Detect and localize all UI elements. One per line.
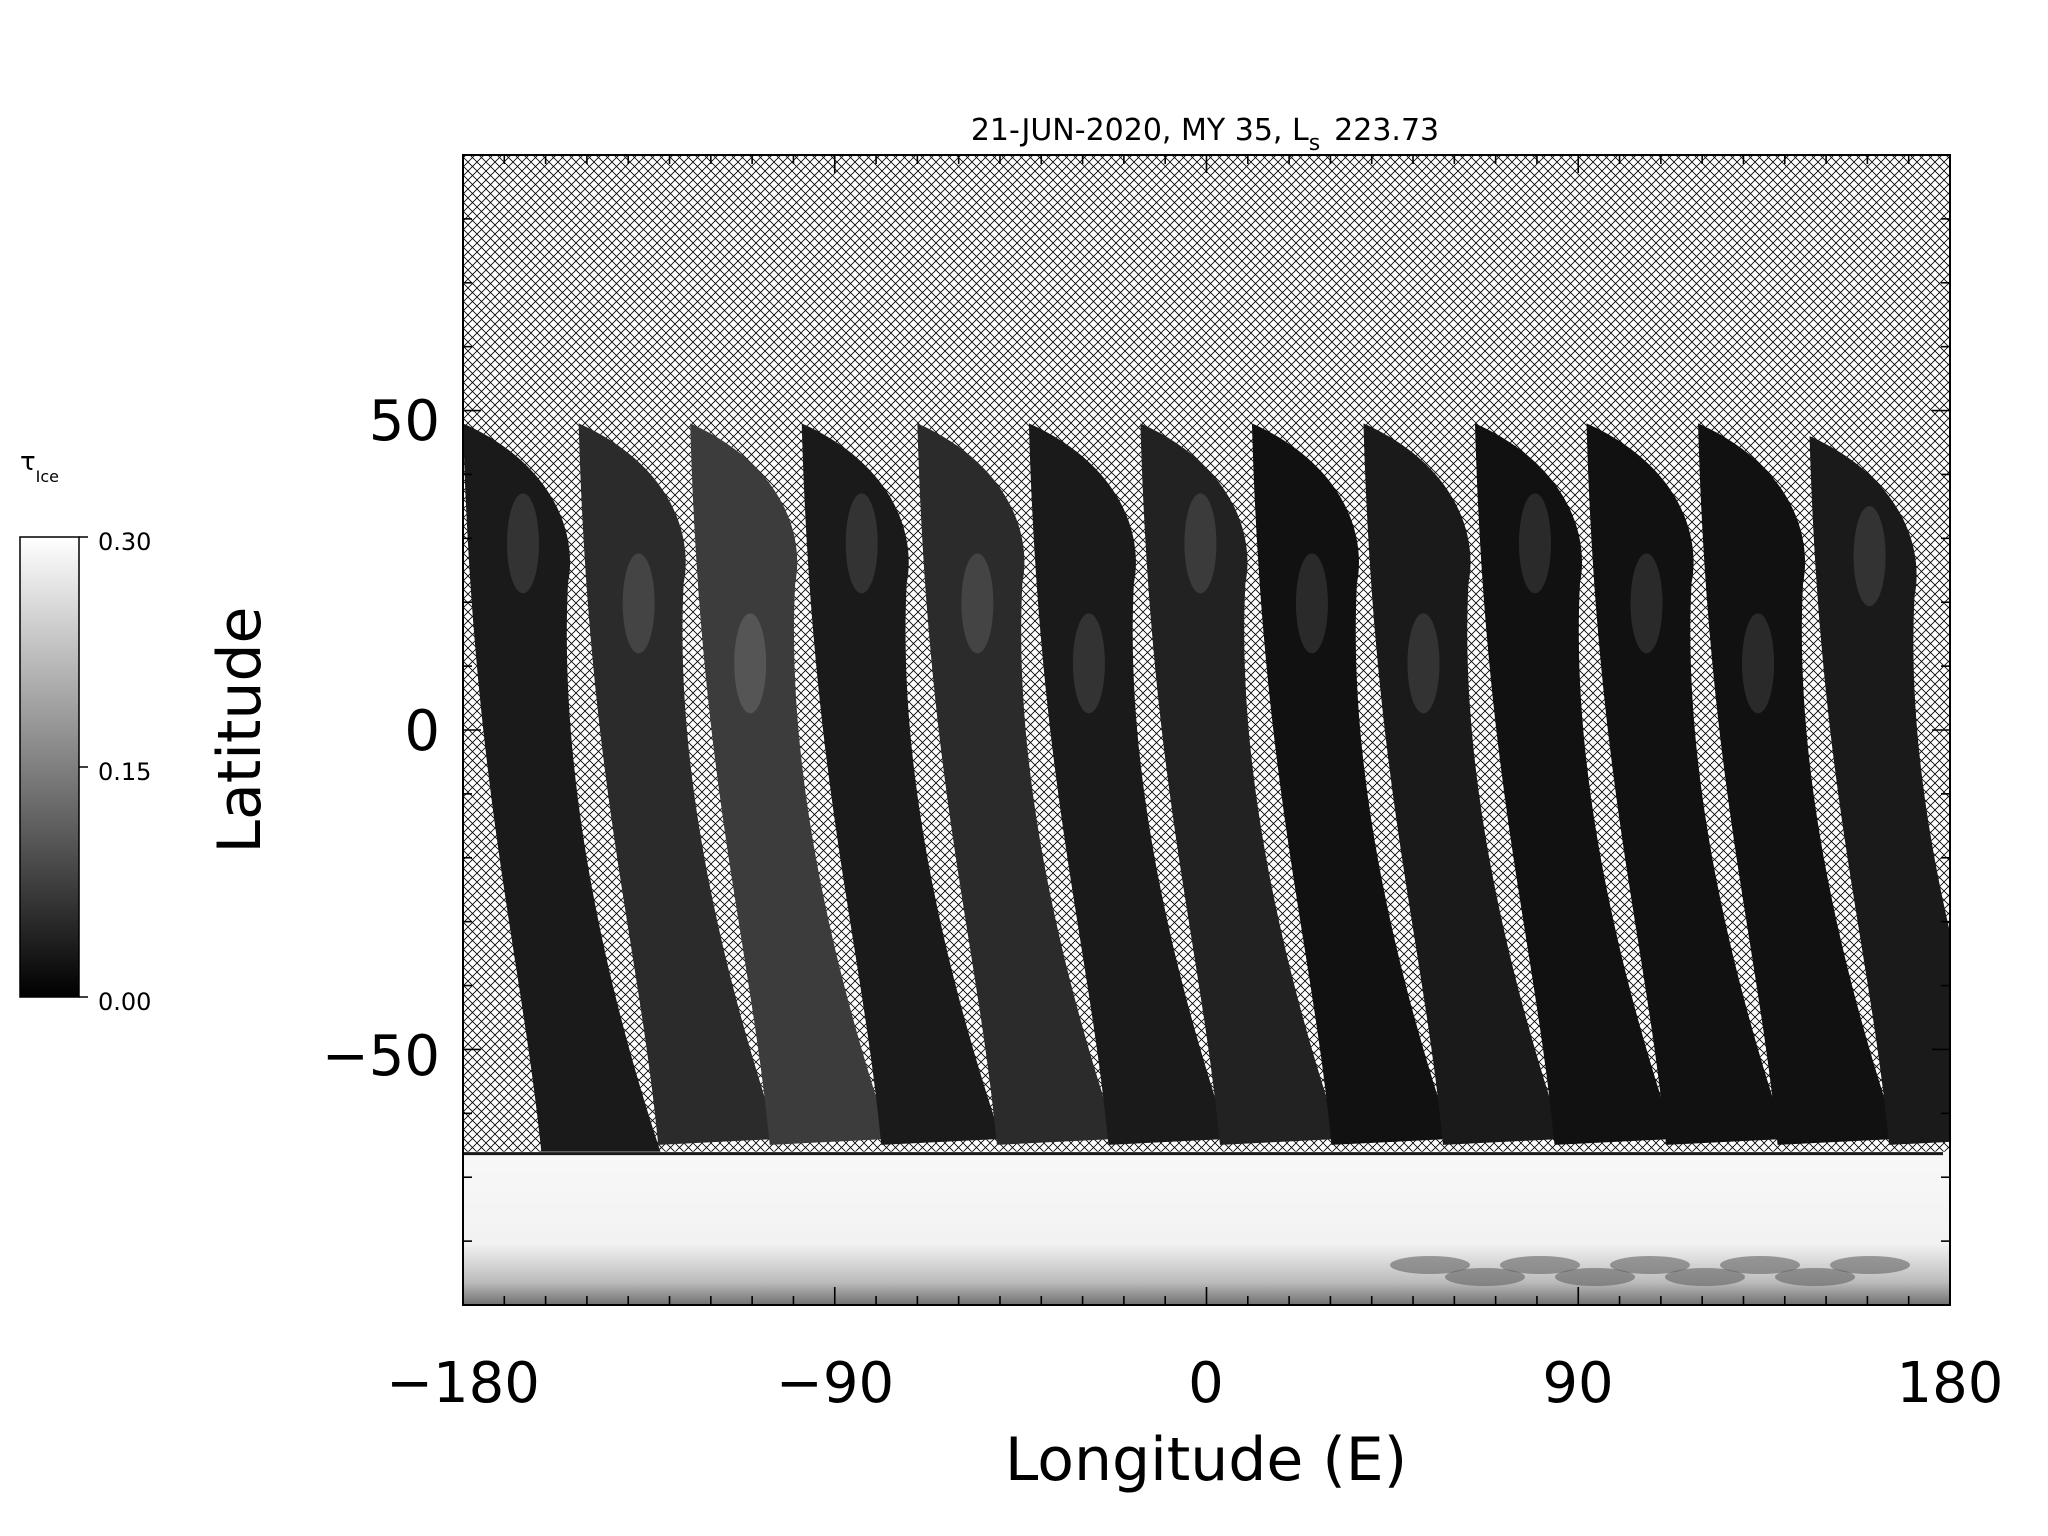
title-subscript: s [1309, 131, 1320, 156]
swath-texture [1407, 613, 1440, 714]
swath-texture [1742, 613, 1775, 714]
x-axis-label: Longitude (E) [1005, 1425, 1407, 1495]
y-tick-labels: −50 0 50 [322, 389, 440, 1089]
polar-cap-patch [1555, 1268, 1635, 1286]
swath-texture [1184, 493, 1217, 594]
polar-cap-patch [1665, 1268, 1745, 1286]
swath-texture [1853, 506, 1886, 607]
swath-texture [1295, 553, 1328, 654]
swath-10 [1474, 423, 1675, 1145]
polar-cap-patch [1500, 1256, 1580, 1274]
x-tick-label: −90 [776, 1351, 894, 1416]
swath-9 [1363, 423, 1564, 1145]
swath-3 [690, 423, 890, 1145]
colorbar-label-subscript: Ice [36, 467, 59, 486]
colorbar-tick-label: 0.30 [98, 528, 151, 556]
y-tick-label: 0 [404, 699, 440, 764]
swath-texture [1518, 493, 1551, 594]
swath-texture [961, 553, 994, 654]
swath-texture [734, 613, 767, 714]
swath-texture [507, 493, 539, 594]
polar-cap-patch [1390, 1256, 1470, 1274]
axis-ticks [462, 154, 1951, 1306]
y-tick-label: −50 [322, 1024, 440, 1089]
swath-texture [845, 493, 878, 594]
swath-13 [1809, 436, 1950, 1145]
polar-cap-layer [463, 1151, 1950, 1305]
x-tick-label: 90 [1542, 1351, 1613, 1416]
polar-cap-patch [1775, 1268, 1855, 1286]
swath-4 [801, 423, 1002, 1145]
polar-cap-patch [1720, 1256, 1800, 1274]
colorbar-tick-label: 0.00 [98, 988, 151, 1016]
x-tick-label: 180 [1897, 1351, 2004, 1416]
swaths-layer [463, 423, 1950, 1165]
y-axis-label: Latitude [205, 607, 275, 854]
swath-6 [1028, 423, 1229, 1145]
swath-texture [622, 553, 655, 654]
polar-cap-patch [1830, 1256, 1910, 1274]
title-value: 223.73 [1334, 113, 1439, 148]
swath-7 [1140, 423, 1340, 1145]
x-tick-labels: −180 −90 0 90 180 [386, 1351, 2003, 1416]
x-tick-label: 0 [1188, 1351, 1224, 1416]
chart-title: 21-JUN-2020, MY 35, Ls 223.73 [971, 113, 1439, 156]
swath-texture [1072, 613, 1105, 714]
colorbar-label: τIce [20, 447, 59, 486]
polar-cap-patch [1610, 1256, 1690, 1274]
colorbar: τIce 0.30 0.15 0.00 [19, 447, 151, 1016]
swath-texture [1630, 553, 1663, 654]
y-tick-label: 50 [369, 389, 440, 454]
swath-1 [463, 423, 663, 1165]
plot-area [462, 154, 1951, 1306]
polar-cap-patch [1445, 1268, 1525, 1286]
x-tick-label: −180 [386, 1351, 540, 1416]
swath-12 [1698, 423, 1898, 1145]
colorbar-gradient [19, 536, 80, 998]
colorbar-tick-label: 0.15 [98, 758, 151, 786]
